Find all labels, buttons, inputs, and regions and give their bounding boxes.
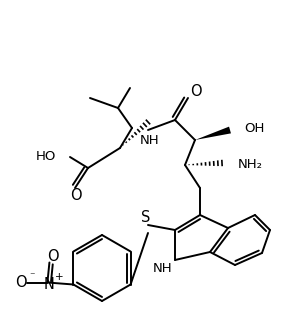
Text: NH₂: NH₂ xyxy=(238,157,263,171)
Text: HO: HO xyxy=(36,150,56,162)
Text: O: O xyxy=(48,249,59,264)
Text: N: N xyxy=(44,277,55,292)
Text: O: O xyxy=(70,188,82,202)
Text: NH: NH xyxy=(140,133,160,147)
Text: +: + xyxy=(56,272,64,281)
Text: OH: OH xyxy=(244,121,264,134)
Polygon shape xyxy=(195,127,231,140)
Text: O: O xyxy=(190,85,202,99)
Text: ⁻: ⁻ xyxy=(29,272,35,281)
Text: S: S xyxy=(141,210,151,224)
Text: NH: NH xyxy=(153,261,173,275)
Text: O: O xyxy=(16,275,27,290)
